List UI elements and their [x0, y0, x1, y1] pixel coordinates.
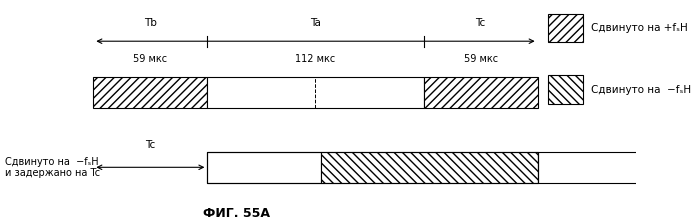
Bar: [208, 152, 322, 183]
Text: Ta: Ta: [310, 18, 321, 28]
Text: ФИГ. 55А: ФИГ. 55А: [203, 207, 270, 220]
Text: 59 мкс: 59 мкс: [463, 54, 498, 65]
Bar: [424, 77, 538, 108]
Bar: [549, 14, 583, 42]
Text: 112 мкс: 112 мкс: [296, 54, 336, 65]
Text: Сдвинуто на  −fₛH
и задержано на Tc: Сдвинуто на −fₛH и задержано на Tc: [5, 157, 100, 178]
Bar: [538, 152, 651, 183]
Text: 59 мкс: 59 мкс: [134, 54, 168, 65]
Text: Tb: Tb: [144, 18, 157, 28]
Text: Tc: Tc: [145, 140, 155, 150]
Bar: [94, 77, 208, 108]
Text: Tc: Tc: [475, 18, 486, 28]
Text: Сдвинуто на  −fₛH: Сдвинуто на −fₛH: [591, 85, 691, 95]
Bar: [322, 152, 538, 183]
Text: Сдвинуто на +fₛH: Сдвинуто на +fₛH: [591, 23, 688, 33]
Bar: [208, 152, 538, 183]
Bar: [208, 77, 424, 108]
Bar: [549, 75, 583, 104]
